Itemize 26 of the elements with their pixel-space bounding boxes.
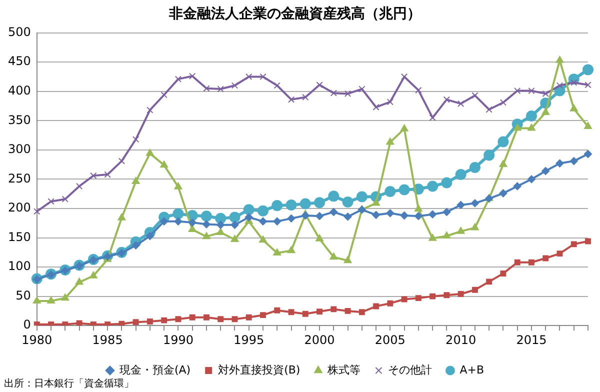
legend-label: その他計 bbox=[388, 363, 432, 376]
y-tick-label: 0 bbox=[23, 318, 31, 332]
y-tick-label: 450 bbox=[8, 54, 31, 68]
legend-label: 現金・預金(A) bbox=[119, 363, 191, 376]
y-tick-label: 300 bbox=[8, 142, 31, 156]
y-tick-label: 350 bbox=[8, 112, 31, 127]
text: 出所：日本銀行「資金循環」 bbox=[4, 378, 134, 390]
y-tick-label: 50 bbox=[16, 288, 31, 302]
y-tick-label: 500 bbox=[8, 24, 31, 39]
x-tick-label: 1990 bbox=[162, 332, 194, 347]
y-tick-label: 100 bbox=[8, 259, 31, 274]
y-tick-label: 150 bbox=[8, 230, 31, 244]
x-tick-label: 1995 bbox=[234, 332, 264, 347]
x-tick-label: 2005 bbox=[374, 332, 406, 347]
y-tick-label: 250 bbox=[8, 171, 31, 186]
y-tick-label: 400 bbox=[8, 83, 31, 98]
y-tick-label: 200 bbox=[8, 200, 31, 215]
legend-label: 株式等 bbox=[326, 363, 361, 376]
x-tick-label: 2010 bbox=[446, 332, 476, 347]
x-tick-label: 2000 bbox=[304, 332, 335, 347]
x-tick-label: 1985 bbox=[92, 332, 123, 347]
legend-label: A+B bbox=[460, 363, 484, 376]
chart-title: 非金融法人企業の金融資産残高（兆円） bbox=[168, 5, 421, 22]
x-tick-label: 2015 bbox=[516, 332, 547, 347]
legend-label: 対外直接投資(B) bbox=[218, 363, 300, 376]
x-tick-label: 1980 bbox=[22, 332, 52, 347]
